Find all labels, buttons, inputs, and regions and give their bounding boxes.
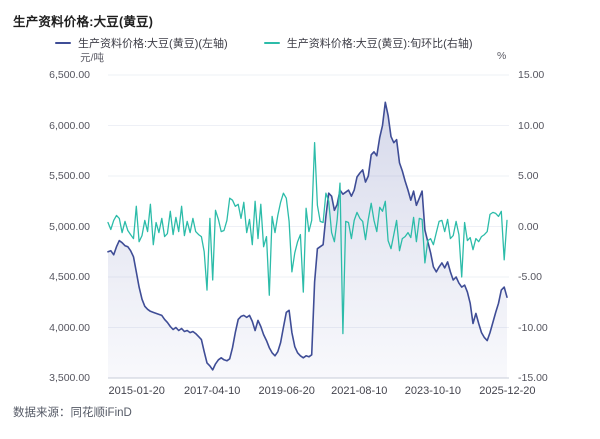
price-line-swatch-icon <box>55 41 71 45</box>
legend-item-pct[interactable]: 生产资料价格:大豆(黄豆):旬环比(右轴) <box>263 35 473 51</box>
price-line <box>107 101 508 371</box>
legend-item-price[interactable]: 生产资料价格:大豆(黄豆)(左轴) <box>55 35 228 51</box>
legend: 生产资料价格:大豆(黄豆)(左轴) 生产资料价格:大豆(黄豆):旬环比(右轴) <box>55 35 472 51</box>
chart-title: 生产资料价格:大豆(黄豆) <box>13 15 154 29</box>
left-axis-tick: 4,500.00 <box>49 271 90 283</box>
left-axis-tick: 5,500.00 <box>49 170 90 182</box>
x-axis-tick: 2017-04-10 <box>184 385 241 397</box>
left-axis-tick: 3,500.00 <box>49 372 90 384</box>
pct-change-line <box>107 142 508 335</box>
x-axis-tick: 2021-08-10 <box>331 385 388 397</box>
right-axis-tick: -15.00 <box>518 372 548 384</box>
data-source: 数据来源：同花顺iFinD <box>13 407 132 419</box>
x-axis-tick: 2019-06-20 <box>258 385 315 397</box>
x-axis-tick: 2015-01-20 <box>108 385 165 397</box>
price-area-fill <box>108 102 507 379</box>
right-axis-tick: -10.00 <box>518 321 548 334</box>
right-axis-tick: 15.00 <box>518 69 545 81</box>
right-axis-unit: % <box>497 50 507 62</box>
left-axis-tick: 4,000.00 <box>49 321 90 334</box>
right-axis-tick: 0.00 <box>518 220 539 233</box>
right-axis-tick: 10.00 <box>518 119 545 132</box>
legend-item-pct-label: 生产资料价格:大豆(黄豆):旬环比(右轴) <box>286 38 473 50</box>
left-axis-tick: 6,000.00 <box>49 119 90 132</box>
x-axis-tick: 2025-12-20 <box>479 385 536 397</box>
left-axis-tick: 5,000.00 <box>49 220 90 233</box>
right-axis-tick: -5.00 <box>518 271 542 283</box>
legend-item-price-label: 生产资料价格:大豆(黄豆)(左轴) <box>78 38 228 50</box>
left-axis-tick: 6,500.00 <box>49 69 90 81</box>
right-axis-tick: 5.00 <box>518 170 539 182</box>
x-axis-tick: 2023-10-10 <box>404 385 462 397</box>
left-axis-unit: 元/吨 <box>80 52 104 64</box>
pct-line-swatch-icon <box>263 41 280 45</box>
